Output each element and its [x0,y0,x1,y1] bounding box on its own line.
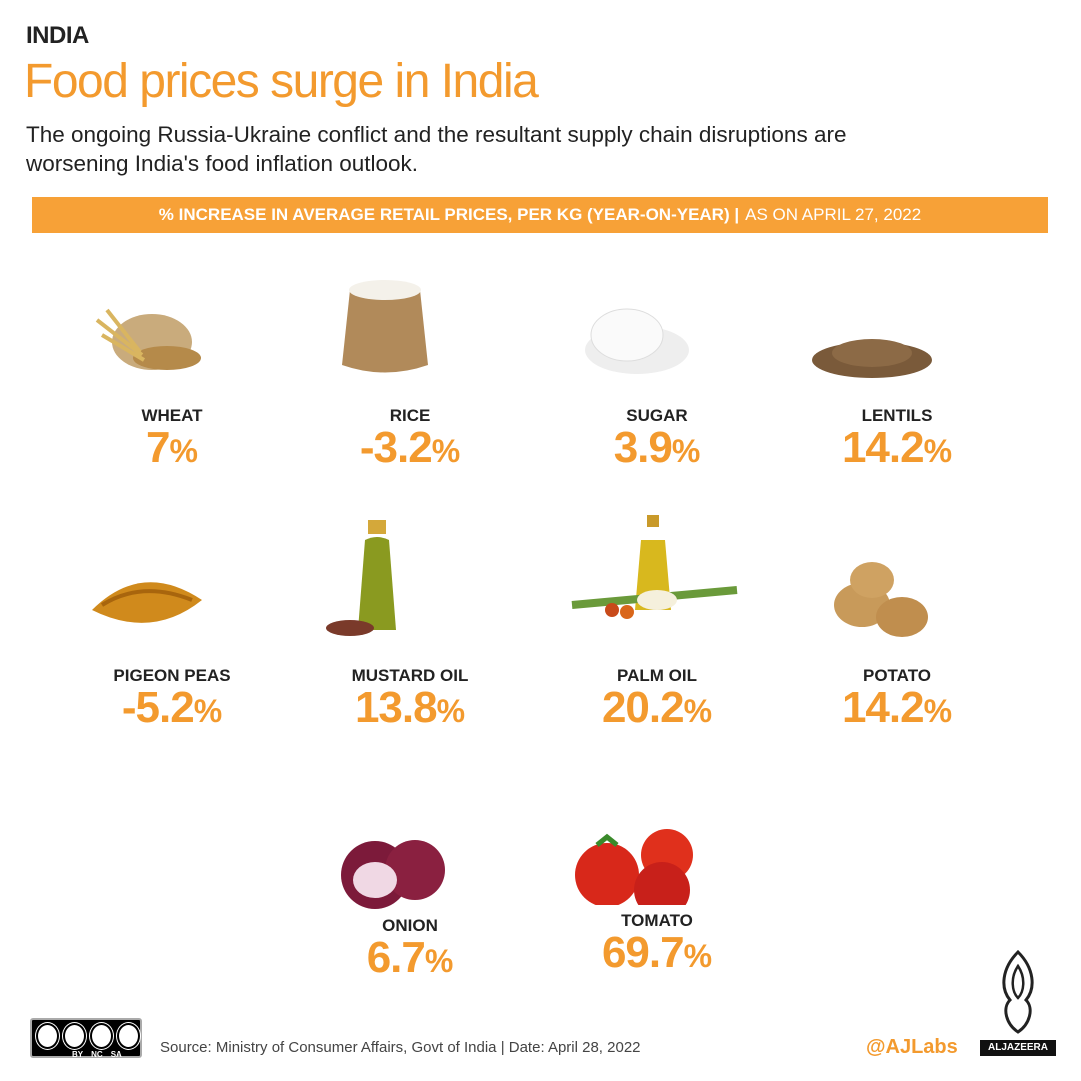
subtitle-line: worsening India's food inflation outlook… [26,151,419,176]
item-name: POTATO [863,666,931,685]
logo-mark [1002,949,1034,1034]
item-value: -3.2% [295,426,525,480]
banner-main: % INCREASE IN AVERAGE RETAIL PRICES, PER… [158,205,740,224]
item-number: -5.2 [121,683,195,732]
logo-text: ALJAZEERA [980,1040,1056,1056]
license-label: BY [72,1050,84,1059]
license-badge: BY NC SA [30,1018,142,1059]
food-icon [585,308,689,374]
license-icons [32,1020,140,1049]
item-name: MUSTARD OIL [351,666,469,685]
item-name: WHEAT [141,406,203,425]
item-value: 14.2% [782,686,1012,740]
item-value: 13.8% [295,686,525,740]
item-unit: % [683,693,713,729]
food-icon [342,280,428,373]
food-icon [812,339,932,378]
food-icon [834,562,928,637]
food-icon [575,829,693,905]
item-unit: % [683,938,713,974]
item-name: RICE [389,406,431,425]
item-unit: % [169,433,198,469]
item-name: SUGAR [626,406,688,425]
item-unit: % [436,693,466,729]
item-value: 20.2% [542,686,772,740]
food-item: POTATO 14.2% [782,545,1012,740]
item-name: PALM OIL [617,666,697,685]
item-number: 7 [146,423,171,472]
banner-date: AS ON APRIL 27, 2022 [745,205,922,224]
food-icon [326,520,396,636]
food-item: PIGEON PEAS -5.2% [57,540,287,740]
item-unit: % [671,433,701,469]
item-number: -3.2 [359,423,433,472]
food-icon [571,515,738,619]
item-value: 7% [57,426,287,480]
item-unit: % [193,693,223,729]
item-name: LENTILS [861,406,933,425]
handle: @AJLabs [866,1036,958,1058]
item-unit: % [923,693,953,729]
food-item: ONION 6.7% [295,810,525,990]
item-name: TOMATO [621,911,693,930]
license-label: SA [110,1050,122,1059]
food-item: WHEAT 7% [57,280,287,480]
item-name: ONION [382,916,438,935]
item-number: 3.9 [613,423,673,472]
subtitle: The ongoing Russia-Ukraine conflict and … [26,120,846,178]
item-value: 3.9% [542,426,772,480]
item-number: 69.7 [601,928,685,977]
food-item: MUSTARD OIL 13.8% [295,510,525,740]
license-labels: BY NC SA [32,1050,140,1059]
food-item: LENTILS 14.2% [782,285,1012,480]
item-value: -5.2% [57,686,287,740]
license-label: NC [91,1050,103,1059]
item-value: 69.7% [542,931,772,985]
item-number: 14.2 [841,683,925,732]
item-value: 6.7% [295,936,525,990]
item-name: PIGEON PEAS [113,666,231,685]
food-item: SUGAR 3.9% [542,280,772,480]
food-icon [341,840,445,909]
item-number: 13.8 [354,683,438,732]
subtitle-line: The ongoing Russia-Ukraine conflict and … [26,122,847,147]
title: Food prices surge in India [24,55,539,108]
banner: % INCREASE IN AVERAGE RETAIL PRICES, PER… [32,197,1048,233]
kicker: INDIA [26,22,89,49]
item-number: 14.2 [841,423,925,472]
item-unit: % [431,433,461,469]
item-unit: % [424,943,454,979]
item-unit: % [923,433,953,469]
item-number: 6.7 [366,933,426,982]
source: Source: Ministry of Consumer Affairs, Go… [160,1039,641,1056]
food-item: PALM OIL 20.2% [542,510,772,740]
item-number: 20.2 [601,683,685,732]
food-item: TOMATO 69.7% [542,805,772,985]
food-icon [95,308,201,370]
food-item: RICE -3.2% [295,270,525,480]
item-value: 14.2% [782,426,1012,480]
food-icon [92,582,202,623]
